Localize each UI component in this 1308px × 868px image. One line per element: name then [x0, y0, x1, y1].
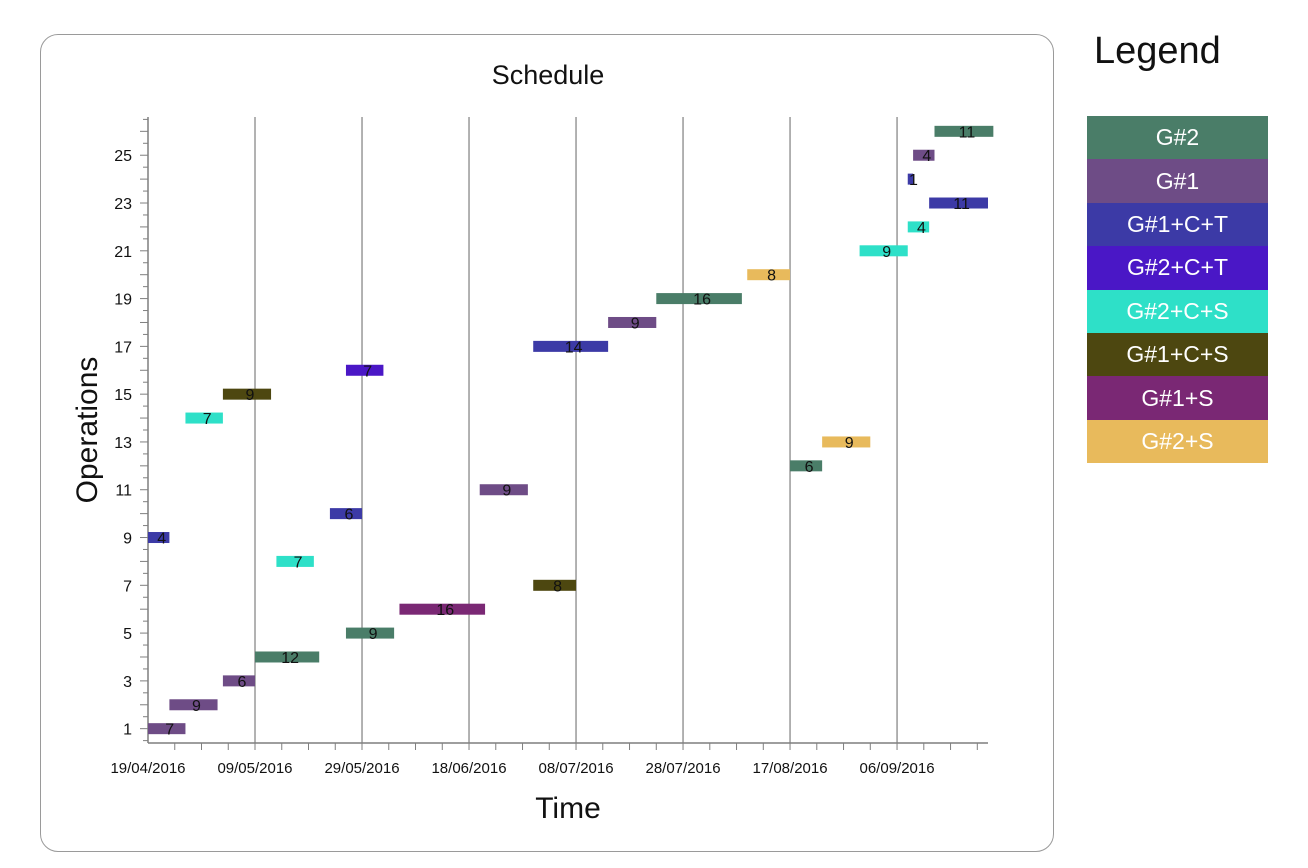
- y-tick-label: 5: [123, 626, 132, 643]
- bar-duration-label: 11: [959, 124, 976, 141]
- gantt-bar: [656, 293, 742, 305]
- gantt-bar: [533, 579, 577, 591]
- legend-item: G#1+C+S: [1087, 332, 1268, 377]
- gantt-bar: [747, 269, 791, 281]
- x-tick-label: 29/05/2016: [324, 760, 399, 777]
- bar-duration-label: 4: [922, 148, 931, 165]
- bar-duration-label: 16: [693, 292, 711, 309]
- bar-duration-label: 9: [631, 315, 640, 332]
- legend-item: G#1: [1087, 159, 1268, 203]
- x-tick-label: 17/08/2016: [752, 760, 827, 777]
- bar-duration-label: 16: [436, 602, 454, 619]
- bar-duration-label: 8: [553, 578, 562, 595]
- bar-duration-label: 14: [565, 339, 583, 356]
- x-tick-label: 28/07/2016: [645, 760, 720, 777]
- x-axis-label: Time: [535, 792, 601, 825]
- gantt-bar: [822, 436, 871, 448]
- y-axis-label: Operations: [71, 357, 104, 504]
- y-tick-label: 19: [114, 292, 132, 309]
- bar-duration-label: 9: [882, 244, 891, 261]
- bar-duration-label: 9: [369, 626, 378, 643]
- gantt-bar: [913, 149, 935, 161]
- gantt-bar: [169, 699, 218, 711]
- y-tick-label: 3: [123, 674, 132, 691]
- gantt-bar: [907, 221, 930, 233]
- bar-duration-label: 7: [294, 554, 303, 571]
- legend-item: G#2+S: [1087, 419, 1268, 464]
- chart-title: Schedule: [492, 60, 605, 90]
- legend-item: G#1+S: [1087, 376, 1268, 420]
- gantt-bar: [479, 484, 528, 496]
- gantt-bar: [907, 173, 914, 185]
- bar-duration-label: 11: [953, 196, 970, 213]
- bar-duration-label: 9: [192, 698, 201, 715]
- x-tick-label: 06/09/2016: [860, 760, 935, 777]
- gantt-bar: [929, 197, 988, 209]
- x-tick-label: 08/07/2016: [538, 760, 613, 777]
- bar-duration-label: 4: [917, 220, 926, 237]
- gantt-bar: [934, 125, 994, 137]
- y-tick-label: 15: [114, 387, 132, 404]
- gantt-bar: [222, 675, 256, 687]
- gantt-bar: [222, 388, 272, 400]
- y-tick-label: 11: [115, 483, 132, 500]
- bar-duration-label: 1: [909, 172, 918, 189]
- legend-item: G#1+C+T: [1087, 202, 1268, 247]
- y-tick-label: 7: [123, 578, 132, 595]
- bar-duration-label: 7: [363, 363, 372, 380]
- gantt-bar: [345, 627, 395, 639]
- legend-item: G#2+C+S: [1087, 289, 1268, 333]
- y-tick-label: 25: [114, 148, 132, 165]
- y-tick-label: 1: [123, 722, 132, 739]
- bar-duration-label: 6: [805, 459, 814, 476]
- y-tick-label: 9: [123, 531, 132, 548]
- bar-duration-label: 9: [845, 435, 854, 452]
- gantt-bar: [276, 555, 314, 567]
- legend: G#2 G#1 G#1+C+T G#2+C+T G#2+C+S G#1+C+S G#1+S G…: [1087, 116, 1268, 464]
- gantt-bar: [255, 651, 320, 663]
- bar-duration-label: 9: [246, 387, 255, 404]
- gantt-bar: [148, 723, 186, 735]
- y-tick-label: 23: [114, 196, 132, 213]
- gantt-bar: [399, 603, 486, 615]
- bar-duration-label: 7: [165, 722, 174, 739]
- gantt-bar: [859, 245, 908, 257]
- x-tick-label: 18/06/2016: [431, 760, 506, 777]
- bar-duration-label: 6: [238, 674, 247, 691]
- x-tick-label: 09/05/2016: [217, 760, 292, 777]
- bar-duration-label: 4: [157, 531, 166, 548]
- gantt-bar: [148, 532, 170, 544]
- y-tick-label: 21: [114, 244, 132, 261]
- chart-frame: [40, 34, 1054, 852]
- bar-duration-label: 6: [345, 507, 354, 524]
- x-tick-label: 19/04/2016: [110, 760, 185, 777]
- bar-duration-label: 8: [767, 268, 776, 285]
- gantt-bar: [790, 460, 823, 472]
- bar-duration-label: 9: [502, 483, 511, 500]
- bar-duration-label: 7: [203, 411, 212, 428]
- legend-item: G#2: [1087, 116, 1268, 160]
- gantt-bar: [345, 364, 384, 376]
- legend-title: Legend: [1094, 30, 1221, 72]
- gantt-bar: [185, 412, 223, 424]
- gantt-bar: [329, 508, 363, 520]
- y-tick-label: 13: [114, 435, 132, 452]
- bar-duration-label: 12: [281, 650, 299, 667]
- legend-item: G#2+C+T: [1087, 246, 1268, 290]
- gantt-bar: [608, 316, 657, 328]
- gantt-bar: [533, 340, 609, 352]
- y-tick-label: 17: [114, 339, 132, 356]
